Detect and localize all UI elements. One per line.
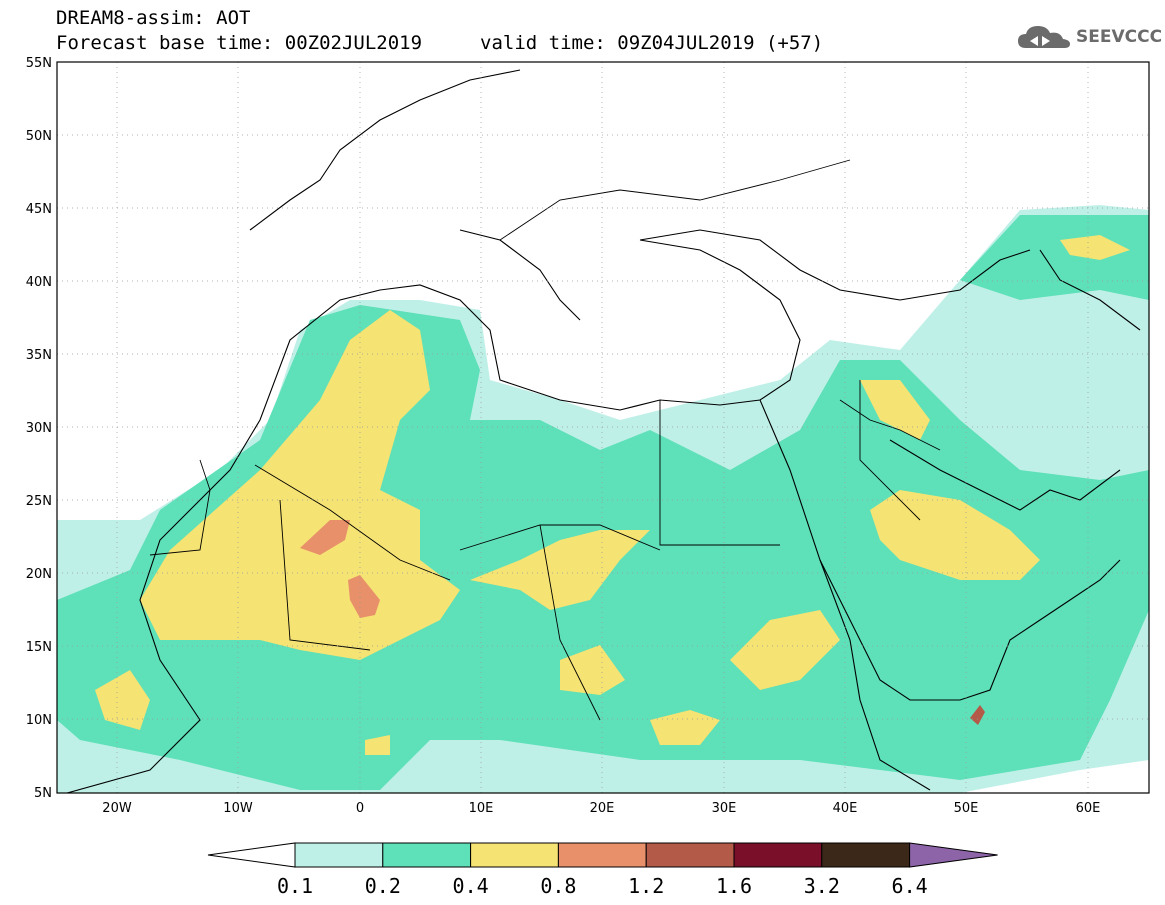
aot-band-0.4-iraq (860, 380, 930, 440)
legend-label: 0.2 (365, 874, 401, 898)
legend-arrow-high (909, 842, 998, 868)
lon-label: 0 (356, 801, 364, 816)
coastlines (65, 69, 1141, 793)
aot-band-0.4-cameroon (560, 645, 625, 695)
lon-label: 60E (1076, 801, 1101, 816)
latitude-labels: 55N 50N 45N 40N 35N 30N 25N 20N 15N 10N … (26, 56, 52, 801)
legend-label: 6.4 (892, 874, 928, 898)
aot-band-1.6-somalia (970, 705, 985, 725)
lat-label: 30N (26, 421, 52, 436)
map-title: DREAM8-assim: AOT (56, 7, 251, 29)
aot-band-0.4-sudan (730, 610, 840, 690)
longitude-labels: 20W 10W 0 10E 20E 30E 40E 50E 60E (102, 801, 1100, 816)
legend-box (294, 842, 384, 868)
lat-label: 25N (26, 494, 52, 509)
lon-label: 10E (469, 801, 494, 816)
aot-band-0.8-south (348, 575, 380, 618)
legend-label: 3.2 (804, 874, 840, 898)
aot-band-0.4-gulf (365, 735, 390, 755)
cloud-icon (1018, 26, 1070, 48)
legend-box (557, 842, 647, 868)
lon-label: 30E (712, 801, 737, 816)
legend-box (470, 842, 559, 868)
legend-box (733, 842, 823, 868)
lon-label: 10W (223, 801, 253, 816)
legend-box (645, 842, 735, 868)
legend-label: 0.4 (453, 874, 489, 898)
aot-band-0.4-chad (470, 530, 650, 610)
map-frame (56, 61, 1150, 794)
lat-label: 10N (26, 713, 52, 728)
seevccc-logo: SEEVCCC (1016, 22, 1162, 52)
lon-label: 50E (954, 801, 979, 816)
aot-band-0.4-caspian (1060, 235, 1130, 260)
aot-band-0.4-sahara (140, 310, 460, 660)
legend-label: 0.8 (540, 874, 576, 898)
lon-label: 40E (833, 801, 858, 816)
legend-label: 0.1 (277, 874, 313, 898)
lat-label: 40N (26, 275, 52, 290)
aot-fields (57, 62, 1149, 793)
aot-band-0.4-guinea (95, 670, 150, 730)
lat-label: 50N (26, 129, 52, 144)
country-borders (149, 159, 941, 721)
aot-band-0.8-north (300, 520, 350, 555)
lon-label: 20E (590, 801, 615, 816)
legend-arrow-low (207, 842, 296, 868)
valid-time: valid time: 09Z04JUL2019 (+57) (480, 32, 824, 54)
legend-label: 1.6 (716, 874, 752, 898)
logo-text: SEEVCCC (1076, 27, 1163, 47)
legend-box (382, 842, 472, 868)
legend-boxes (207, 842, 998, 868)
lat-label: 45N (26, 202, 52, 217)
lat-label: 20N (26, 567, 52, 582)
grid-lines (57, 62, 1149, 793)
lat-label: 5N (34, 786, 52, 801)
lat-label: 15N (26, 640, 52, 655)
lat-label: 55N (26, 56, 52, 71)
legend-label: 1.2 (628, 874, 664, 898)
forecast-base-time: Forecast base time: 00Z02JUL2019 (56, 32, 423, 54)
legend-box (821, 842, 911, 868)
lon-label: 20W (102, 801, 132, 816)
lat-label: 35N (26, 348, 52, 363)
legend-labels: 0.1 0.2 0.4 0.8 1.2 1.6 3.2 6.4 (277, 874, 928, 898)
